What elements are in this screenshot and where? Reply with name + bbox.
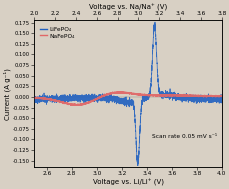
Text: Scan rate 0.05 mV s⁻¹: Scan rate 0.05 mV s⁻¹ — [151, 133, 216, 139]
X-axis label: Voltage vs. Na/Na⁺ (V): Voltage vs. Na/Na⁺ (V) — [89, 3, 166, 11]
Legend: LiFePO₄, NaFePO₄: LiFePO₄, NaFePO₄ — [39, 26, 75, 39]
Y-axis label: Current (A g⁻¹): Current (A g⁻¹) — [3, 68, 11, 120]
X-axis label: Voltage vs. Li/Li⁺ (V): Voltage vs. Li/Li⁺ (V) — [92, 178, 163, 186]
